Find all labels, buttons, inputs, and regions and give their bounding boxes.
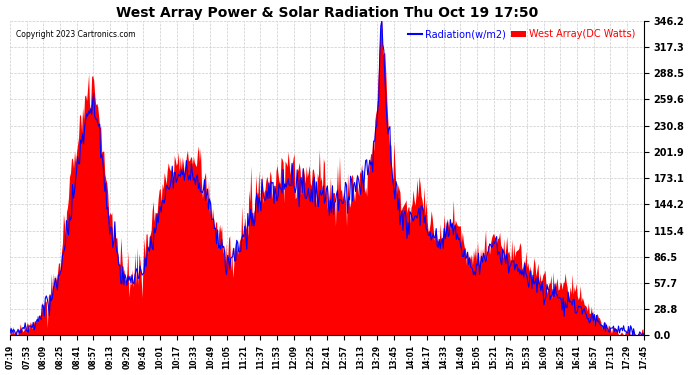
- Text: Copyright 2023 Cartronics.com: Copyright 2023 Cartronics.com: [17, 30, 136, 39]
- Legend: Radiation(w/m2), West Array(DC Watts): Radiation(w/m2), West Array(DC Watts): [404, 26, 639, 44]
- Title: West Array Power & Solar Radiation Thu Oct 19 17:50: West Array Power & Solar Radiation Thu O…: [116, 6, 538, 20]
